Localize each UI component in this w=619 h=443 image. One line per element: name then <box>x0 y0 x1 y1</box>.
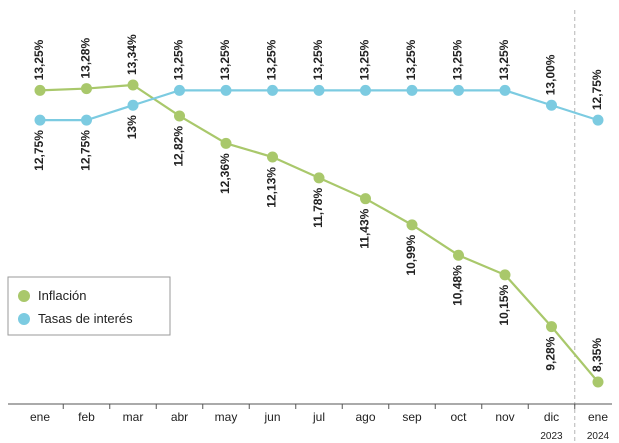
data-label-inflacion: 11,43% <box>358 208 372 248</box>
series-line-inflacion <box>39 83 599 383</box>
x-tick-label: abr <box>171 410 188 424</box>
x-tick-label: jul <box>312 410 325 424</box>
x-tick-label: nov <box>495 410 514 424</box>
x-tick-label: ene <box>30 410 50 424</box>
data-label-inflacion: 9,28% <box>544 336 558 370</box>
data-label-inflacion: 10,48% <box>451 265 465 306</box>
x-tick-label: mar <box>123 410 144 424</box>
data-point <box>499 269 511 281</box>
data-label-inflacion: 10,99% <box>404 235 418 276</box>
year-label: 2023 <box>540 431 563 442</box>
data-point <box>267 151 278 163</box>
data-point <box>220 84 232 96</box>
data-label-inflacion: 11,78% <box>311 188 325 228</box>
data-point <box>174 110 185 122</box>
data-label-tasas: 13,25% <box>497 39 511 80</box>
data-point <box>127 99 139 111</box>
data-label-inflacion: 13,28% <box>79 38 93 79</box>
data-label-inflacion: 13,25% <box>32 39 46 80</box>
legend-label: Inflación <box>38 288 86 303</box>
data-label-tasas: 13,25% <box>218 39 232 80</box>
data-point <box>360 84 371 96</box>
year-label: 2024 <box>587 431 610 442</box>
data-point <box>174 84 185 96</box>
data-point <box>453 84 464 96</box>
data-label-tasas: 13,25% <box>358 39 372 80</box>
data-label-inflacion: 12,13% <box>265 167 279 208</box>
x-tick-label: ago <box>355 410 375 424</box>
x-tick-label: oct <box>450 410 467 424</box>
data-label-tasas: 13,25% <box>172 39 186 80</box>
data-label-tasas: 13,25% <box>451 39 465 80</box>
data-label-tasas: 13,25% <box>265 39 279 80</box>
data-point <box>592 376 604 388</box>
data-label-tasas: 12,75% <box>32 130 46 171</box>
legend-box <box>7 276 171 336</box>
data-point <box>313 172 325 184</box>
data-label-tasas: 12,75% <box>79 130 93 171</box>
data-point <box>127 79 139 91</box>
data-label-tasas: 13% <box>125 115 139 139</box>
data-point <box>34 114 46 126</box>
data-label-tasas: 13,25% <box>404 39 418 80</box>
data-label-tasas: 13,00% <box>544 54 558 95</box>
data-label-inflacion: 13,34% <box>125 34 139 75</box>
data-point <box>546 321 557 333</box>
x-tick-label: may <box>215 410 238 424</box>
data-label-inflacion: 12,36% <box>218 153 232 194</box>
x-tick-label: jun <box>263 410 280 424</box>
data-point <box>453 249 464 261</box>
x-tick-label: feb <box>78 410 95 424</box>
data-point <box>81 114 92 126</box>
data-label-tasas: 13,25% <box>311 39 325 80</box>
data-point <box>499 84 511 96</box>
data-point <box>313 84 325 96</box>
x-tick-label: ene <box>588 410 608 424</box>
data-point <box>267 84 278 96</box>
data-label-tasas: 12,75% <box>590 69 604 110</box>
x-tick-label: dic <box>544 410 559 424</box>
data-label-inflacion: 8,35% <box>590 338 604 372</box>
data-label-inflacion: 12,82% <box>172 126 186 167</box>
data-point <box>592 114 604 126</box>
data-point <box>546 99 557 111</box>
x-tick-label: sep <box>402 410 422 424</box>
data-point <box>34 84 46 96</box>
data-point <box>406 219 418 231</box>
data-point <box>406 84 418 96</box>
data-label-inflacion: 10,15% <box>497 285 511 326</box>
data-point <box>220 137 232 149</box>
legend-marker <box>18 290 30 302</box>
legend-marker <box>18 313 30 325</box>
data-point <box>360 193 371 205</box>
data-point <box>81 83 92 95</box>
legend-label: Tasas de interés <box>38 311 133 326</box>
